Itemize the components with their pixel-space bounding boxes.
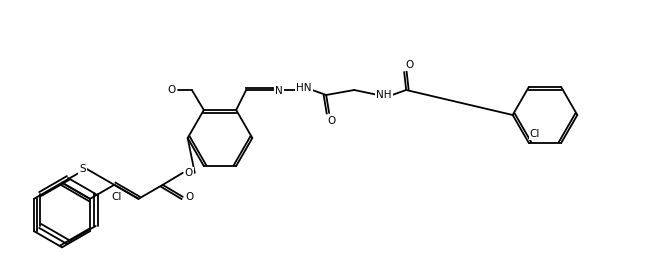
Text: Cl: Cl (111, 192, 122, 202)
Text: S: S (79, 164, 86, 174)
Text: O: O (167, 85, 176, 95)
Text: O: O (184, 168, 193, 178)
Text: HN: HN (296, 83, 312, 93)
Text: N: N (275, 86, 283, 96)
Text: O: O (405, 60, 413, 70)
Text: Cl: Cl (530, 129, 540, 139)
Text: O: O (186, 192, 194, 202)
Text: O: O (184, 168, 193, 178)
Text: NH: NH (377, 90, 392, 100)
Text: O: O (327, 116, 336, 126)
